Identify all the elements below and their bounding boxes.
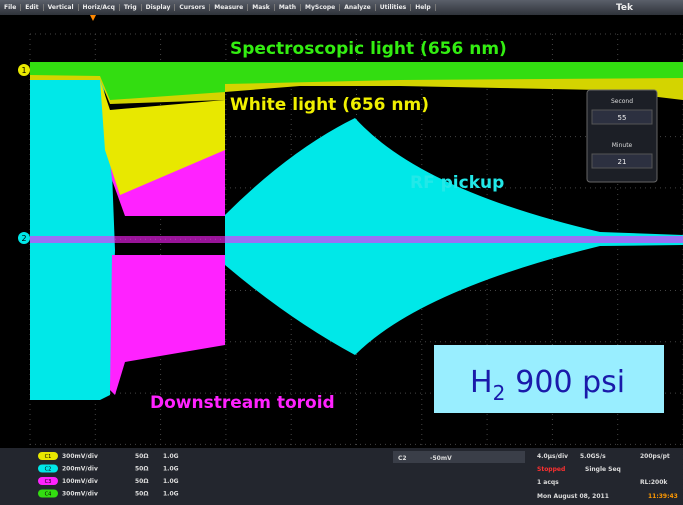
label-main: H (470, 365, 493, 400)
annotation: White light (656 nm) (230, 95, 429, 115)
menu-item[interactable]: Vertical (44, 4, 79, 11)
channel-bandwidth: 1.0G (163, 453, 179, 460)
menu-item[interactable]: Utilities (376, 4, 411, 11)
menu-item[interactable]: File (0, 4, 21, 11)
menu-item[interactable]: Math (275, 4, 301, 11)
sample-rate: 5.0GS/s (580, 453, 606, 460)
annotation: Spectroscopic light (656 nm) (230, 39, 507, 59)
record-length: RL:200k (640, 479, 668, 486)
date: Mon August 08, 2011 (537, 493, 609, 500)
timer-label: Second (611, 98, 633, 105)
display: 1 2 Spectroscopic light (656 nm) White l… (0, 0, 683, 505)
trigger-readout (393, 451, 525, 463)
acq-state: Stopped (537, 466, 565, 473)
channel-impedance: 50Ω (135, 491, 148, 498)
scope-screen: 1 2 Spectroscopic light (656 nm) White l… (0, 0, 683, 505)
ch2-marker-label: 2 (21, 234, 26, 243)
channel-impedance: 50Ω (135, 453, 148, 460)
menu-item[interactable]: MyScope (301, 4, 340, 11)
ch1-marker-label: 1 (21, 66, 26, 75)
menu-item[interactable]: Mask (248, 4, 275, 11)
channel-scale: 300mV/div (62, 453, 98, 460)
timer-label: Minute (612, 142, 633, 149)
label-sub: 2 (493, 381, 506, 405)
brand: Tek (616, 3, 633, 13)
timebase: 4.0µs/div (537, 453, 568, 460)
time: 11:39:43 (648, 493, 678, 500)
menu-item[interactable]: Analyze (340, 4, 376, 11)
channel-id: C3 (45, 479, 52, 485)
baseline (30, 236, 683, 243)
menu-item[interactable]: Trig (120, 4, 142, 11)
channel-id: C1 (45, 454, 52, 460)
menu-item[interactable]: Help (411, 4, 435, 11)
menu-item[interactable]: Measure (210, 4, 248, 11)
annotation: Downstream toroid (150, 393, 335, 413)
menu-item[interactable]: Edit (21, 4, 43, 11)
trigger-source: C2 (398, 455, 407, 462)
trigger-level: -50mV (430, 455, 452, 462)
annotation: RF pickup (410, 173, 504, 193)
menu-item[interactable]: Horiz/Acq (79, 4, 120, 11)
channel-impedance: 50Ω (135, 478, 148, 485)
channel-scale: 300mV/div (62, 491, 98, 498)
menu-item[interactable]: Display (142, 4, 176, 11)
channel-id: C2 (45, 467, 52, 473)
label-rest: 900 psi (515, 365, 625, 400)
rf-waveform (30, 70, 115, 400)
acq-mode: Single Seq (585, 466, 621, 473)
channel-bandwidth: 1.0G (163, 466, 179, 473)
channel-scale: 100mV/div (62, 478, 98, 485)
resolution: 200ps/pt (640, 453, 670, 460)
timer-value: 21 (618, 158, 627, 166)
channel-bandwidth: 1.0G (163, 478, 179, 485)
timer-value: 55 (618, 114, 627, 122)
menu-item[interactable]: Cursors (175, 4, 210, 11)
acq-count: 1 acqs (537, 479, 559, 486)
channel-scale: 200mV/div (62, 466, 98, 473)
channel-bandwidth: 1.0G (163, 491, 179, 498)
channel-impedance: 50Ω (135, 466, 148, 473)
channel-id: C4 (45, 492, 52, 498)
